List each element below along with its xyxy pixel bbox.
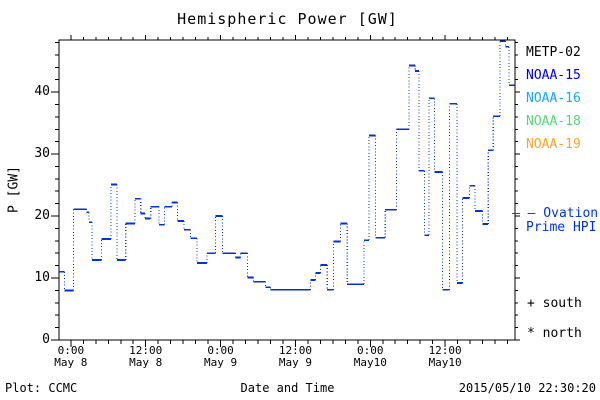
legend-marker-south-label — [535, 296, 543, 311]
x-tick-time-5: 12:00 — [428, 344, 462, 357]
x-axis-title: Date and Time — [240, 381, 335, 395]
plus-marker-icon: + — [527, 296, 535, 311]
legend-item-NOAA-15: NOAA-15 — [526, 68, 581, 83]
legend-ovation-line-label2: Prime HPI — [526, 220, 597, 235]
asterisk-marker-icon: * — [527, 326, 535, 341]
legend-item-NOAA-18: NOAA-18 — [526, 114, 581, 129]
x-tick-time-3: 12:00 — [278, 344, 312, 357]
y-tick-0: 0 — [42, 332, 50, 347]
x-tick-date-0: May 8 — [54, 356, 88, 369]
legend-marker-north: * north — [527, 326, 582, 341]
timestamp-text: 2015/05/10 22:30:20 — [458, 381, 596, 395]
legend-ovation-line-label: — — Ovation — [512, 206, 599, 221]
y-tick-10: 10 — [34, 270, 50, 285]
legend-marker-south: + south — [527, 296, 582, 311]
legend-marker-north-label — [535, 326, 543, 341]
x-tick-date-2: May 9 — [204, 356, 238, 369]
y-tick-40: 40 — [34, 84, 50, 99]
x-tick-date-5: May10 — [428, 356, 462, 369]
south-label: south — [542, 296, 582, 311]
legend-item-METP-02: METP-02 — [526, 45, 581, 60]
x-tick-time-4: 0:00 — [357, 344, 384, 357]
x-tick-date-1: May 8 — [129, 356, 163, 369]
axis-ticks — [51, 35, 520, 347]
y-tick-20: 20 — [34, 208, 50, 223]
y-tick-30: 30 — [34, 146, 50, 161]
x-tick-time-2: 0:00 — [207, 344, 234, 357]
legend-item-NOAA-16: NOAA-16 — [526, 91, 581, 106]
x-tick-date-3: May 9 — [278, 356, 312, 369]
x-tick-date-4: May10 — [353, 356, 387, 369]
legend-item-NOAA-19: NOAA-19 — [526, 137, 581, 152]
hpi-step-curve — [59, 40, 515, 292]
x-tick-time-1: 12:00 — [129, 344, 163, 357]
x-tick-time-0: 0:00 — [57, 344, 85, 357]
north-label: north — [542, 326, 582, 341]
plot-border — [58, 39, 516, 341]
plot-source-text: Plot: CCMC — [5, 381, 78, 395]
page-title: Hemispheric Power [GW] — [177, 10, 398, 28]
hpi-step-connectors — [64, 41, 510, 291]
